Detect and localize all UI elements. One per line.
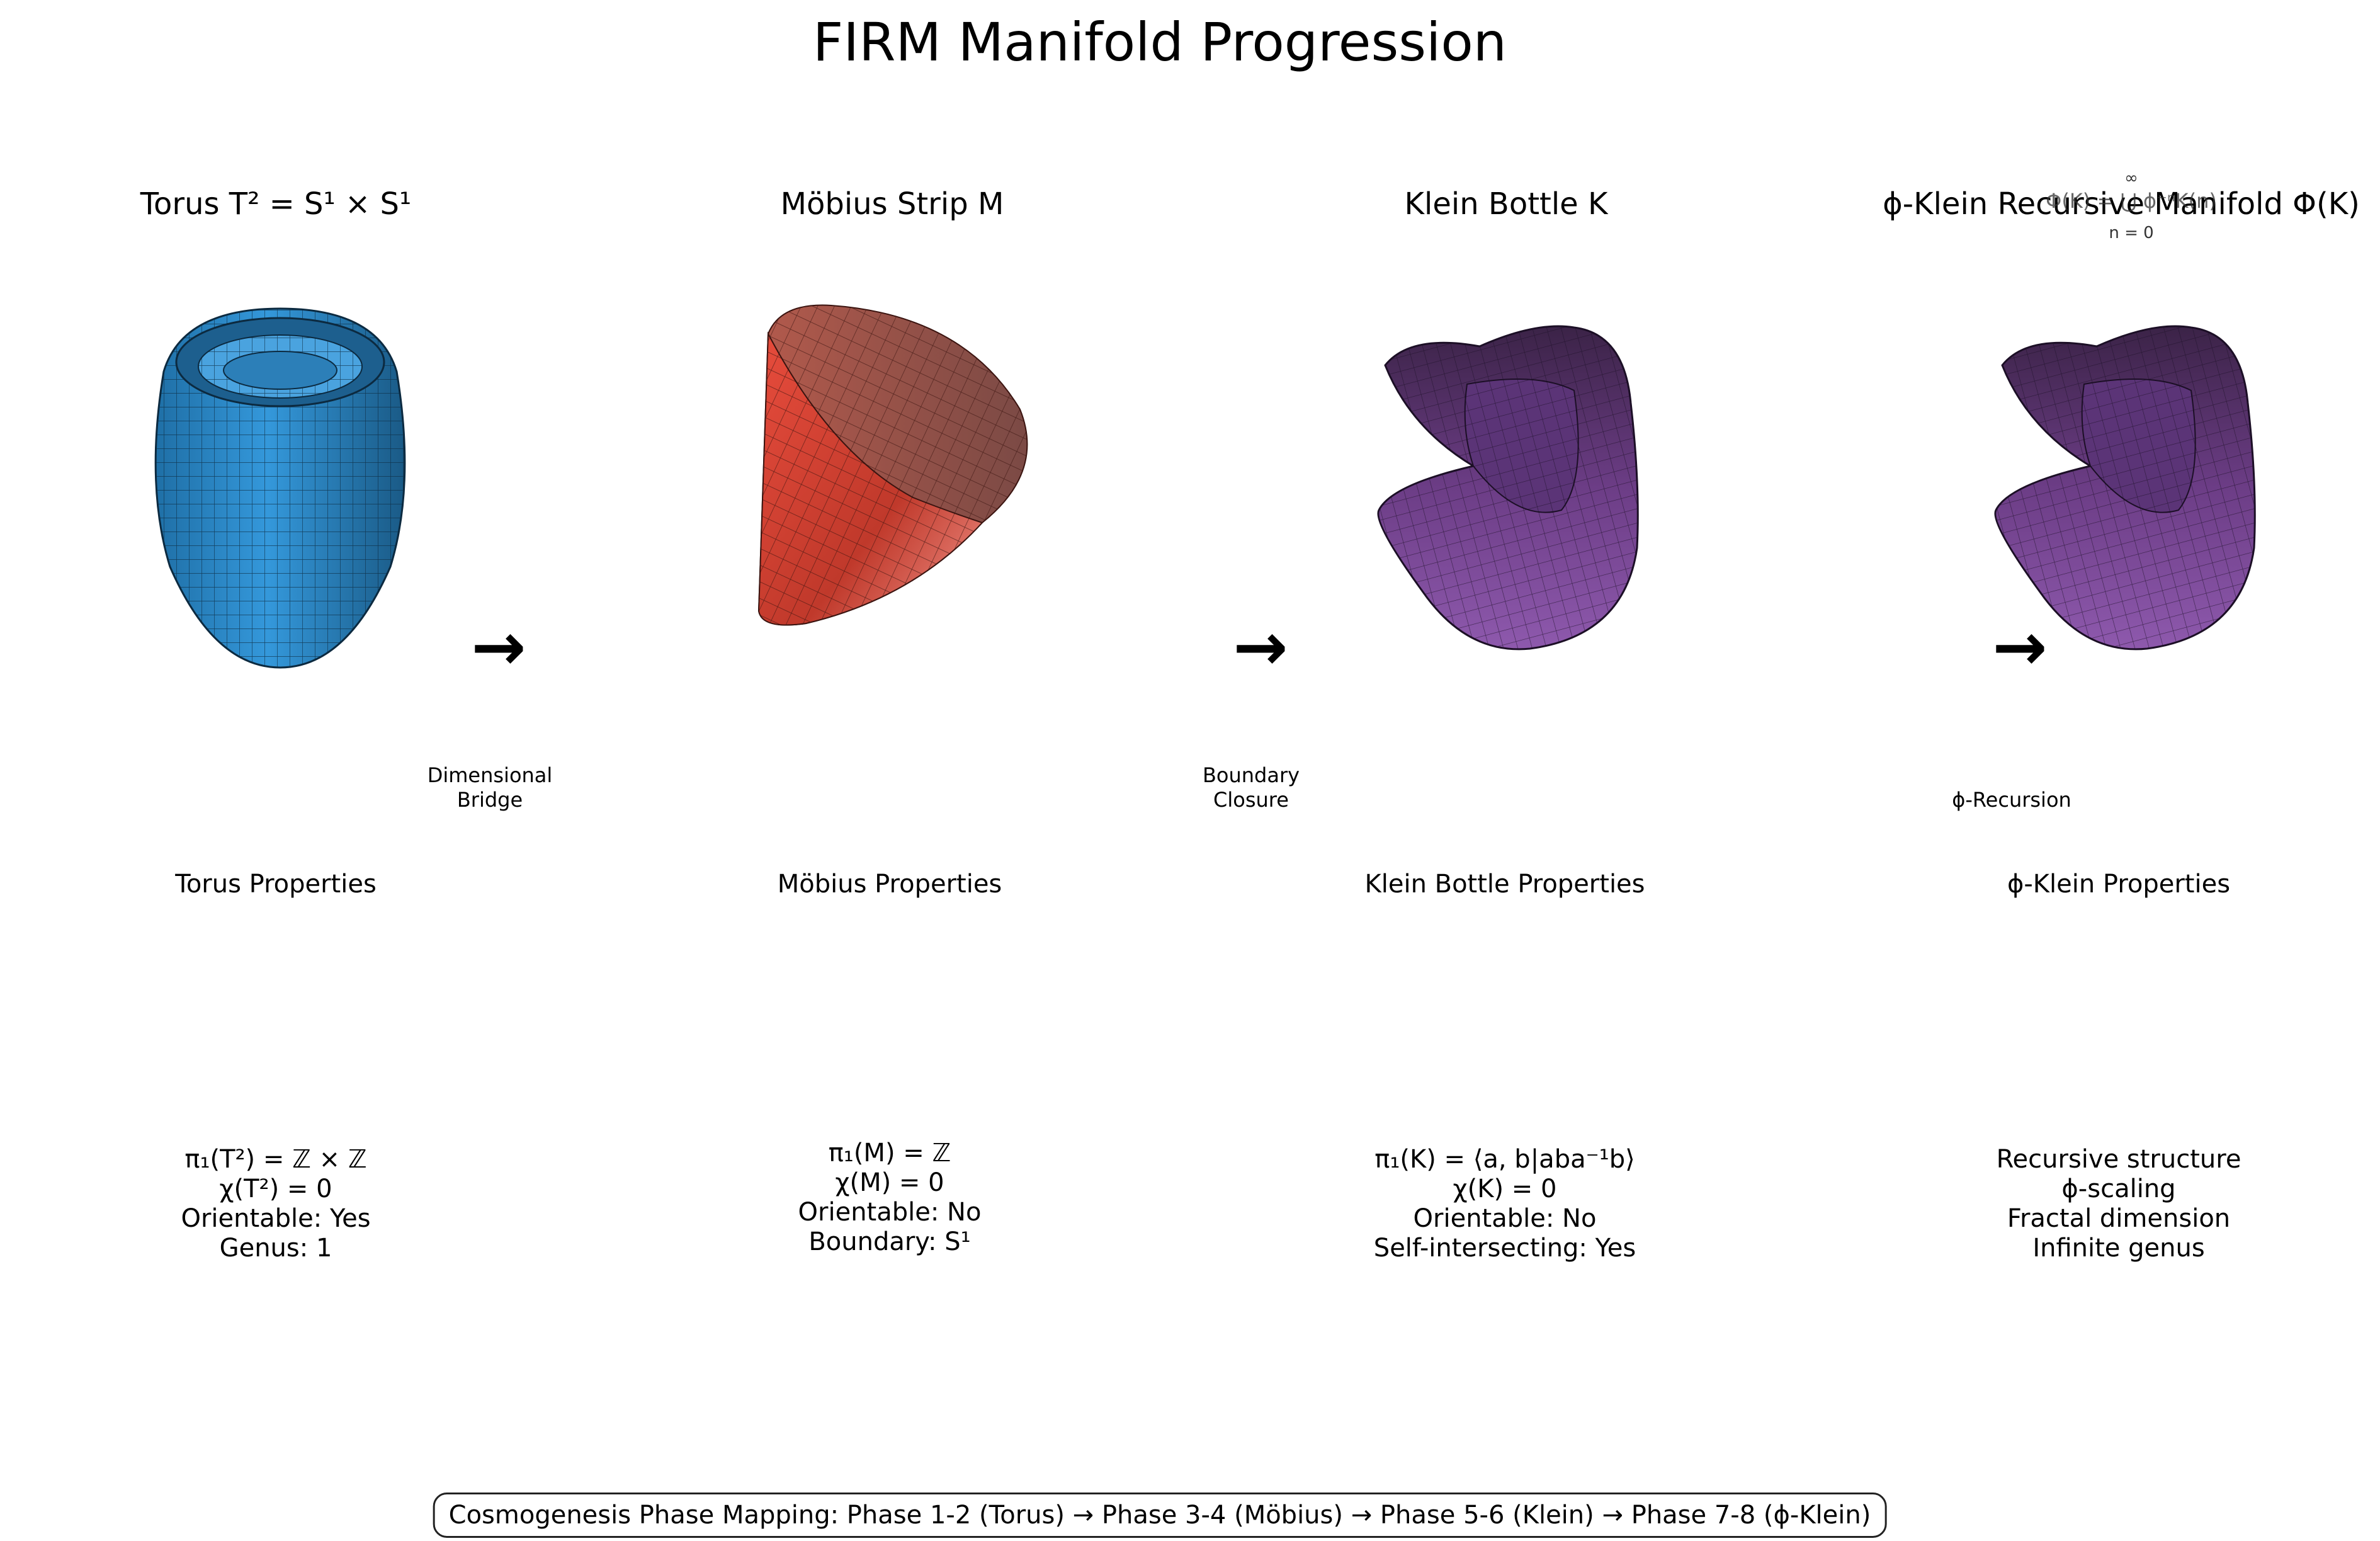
props-list-torus: π₁(T²) = ℤ × ℤ χ(T²) = 0 Orientable: Yes…: [181, 1145, 370, 1263]
arrow-label-phi-recursion: ϕ-Recursion: [1952, 788, 2071, 812]
equation-main: Φ(K) = ⋃ ϕ⁻ⁿK(n): [2046, 189, 2217, 213]
props-item: Recursive structure: [1996, 1145, 2241, 1174]
transition-arrow-3: →: [1992, 608, 2048, 685]
page-title: FIRM Manifold Progression: [813, 11, 1507, 73]
panel-title-phi-klein: ϕ-Klein Recursive Manifold Φ(K): [1883, 186, 2360, 222]
props-title-klein: Klein Bottle Properties: [1364, 870, 1645, 899]
props-item: Genus: 1: [219, 1234, 332, 1263]
props-item: χ(T²) = 0: [219, 1174, 332, 1203]
transition-arrow-2: →: [1233, 608, 1288, 685]
props-item: Orientable: Yes: [181, 1204, 371, 1233]
props-item: π₁(T²) = ℤ × ℤ: [184, 1145, 367, 1174]
props-list-phi-klein: Recursive structure ϕ-scaling Fractal di…: [1997, 1145, 2241, 1263]
torus-surface: [154, 307, 406, 669]
klein-bottle-surface: [1377, 325, 1639, 651]
props-list-mobius: π₁(M) = ℤ χ(M) = 0 Orientable: No Bounda…: [798, 1139, 982, 1257]
props-item: χ(M) = 0: [835, 1168, 944, 1197]
panel-title-torus: Torus T² = S¹ × S¹: [140, 186, 412, 222]
props-item: Orientable: No: [798, 1198, 982, 1227]
mobius-surface: [757, 304, 1028, 626]
props-item: π₁(M) = ℤ: [828, 1139, 951, 1168]
props-item: ϕ-scaling: [2061, 1174, 2176, 1203]
phi-klein-surface: [1994, 325, 2256, 651]
equation-lower-limit: n = 0: [2109, 224, 2154, 242]
transition-arrow-1: →: [471, 608, 526, 685]
props-title-torus: Torus Properties: [175, 870, 377, 899]
props-item: Fractal dimension: [2007, 1204, 2231, 1233]
props-item: Self-intersecting: Yes: [1373, 1234, 1636, 1263]
props-item: χ(K) = 0: [1453, 1174, 1557, 1203]
props-item: π₁(K) = ⟨a, b|aba⁻¹b⟩: [1374, 1145, 1635, 1174]
props-title-phi-klein: ϕ-Klein Properties: [2007, 870, 2231, 899]
props-item: Orientable: No: [1413, 1204, 1597, 1233]
arrow-label-boundary-closure: Boundary Closure: [1202, 763, 1300, 812]
phase-mapping-box: Cosmogenesis Phase Mapping: Phase 1-2 (T…: [433, 1493, 1887, 1538]
panel-title-mobius: Möbius Strip M: [780, 186, 1004, 222]
props-list-klein: π₁(K) = ⟨a, b|aba⁻¹b⟩ χ(K) = 0 Orientabl…: [1374, 1145, 1636, 1263]
props-item: Infinite genus: [2032, 1234, 2205, 1263]
panel-title-klein: Klein Bottle K: [1404, 186, 1608, 222]
equation-upper-limit: ∞: [2124, 169, 2138, 188]
props-item: Boundary: S¹: [808, 1227, 971, 1256]
arrow-label-dimensional-bridge: Dimensional Bridge: [427, 763, 553, 812]
props-title-mobius: Möbius Properties: [777, 870, 1002, 899]
